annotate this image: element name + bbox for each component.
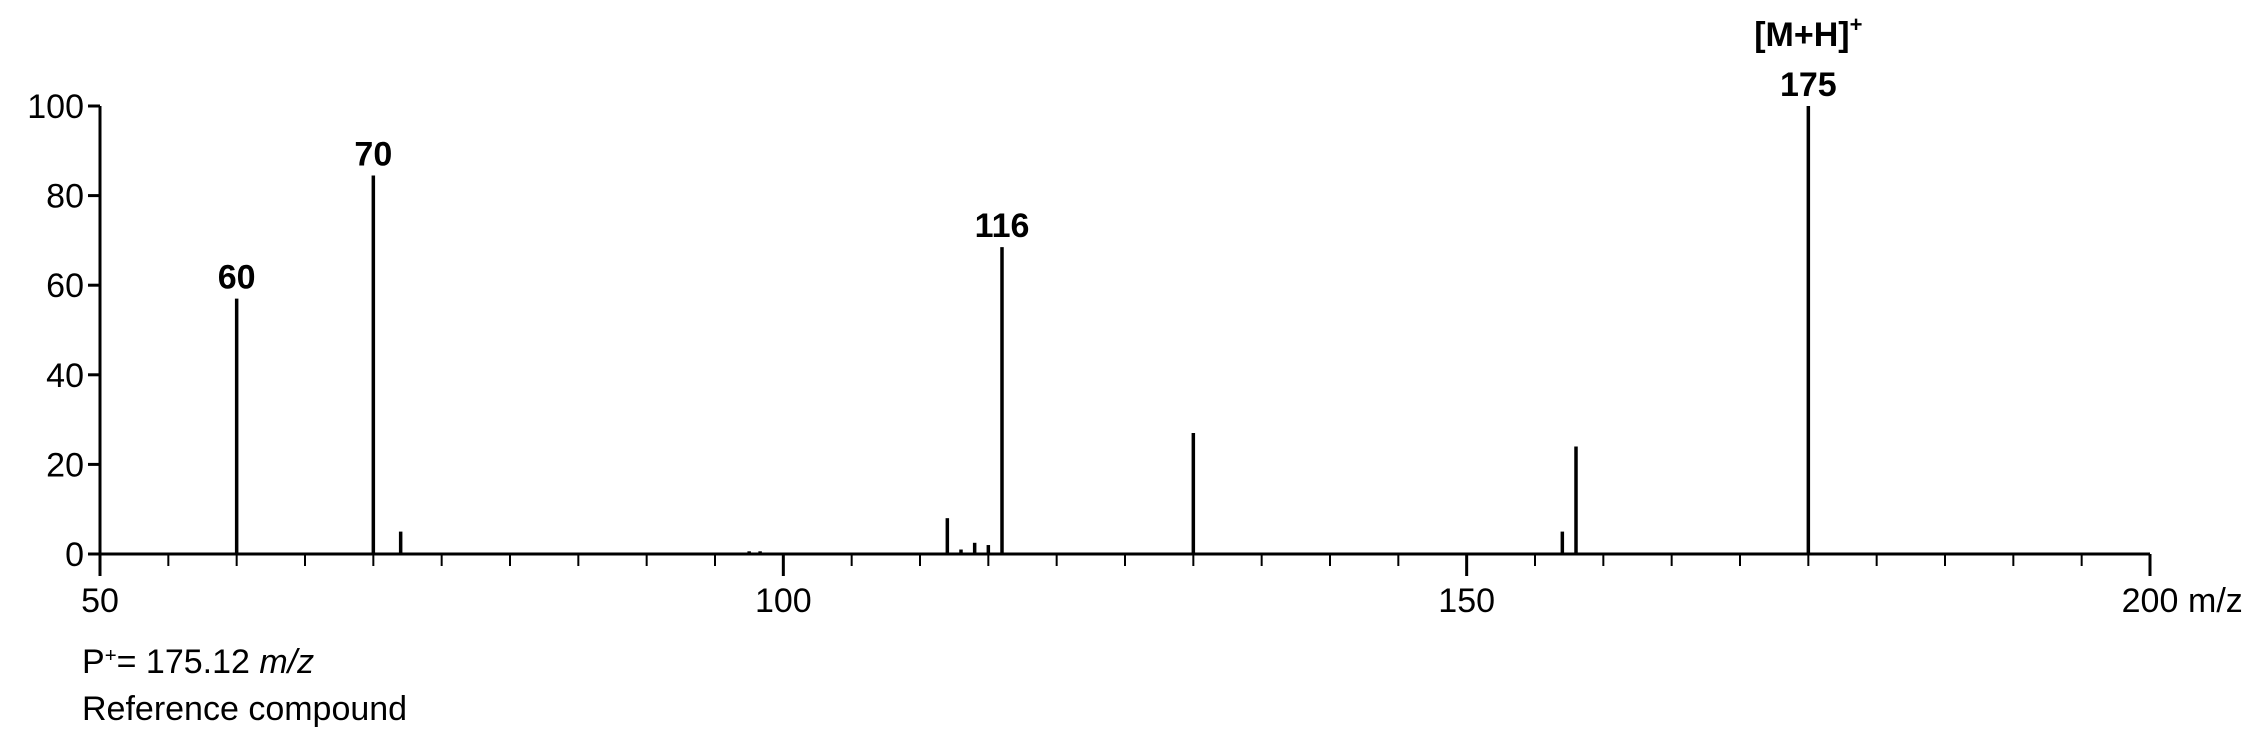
peaks	[234, 106, 1811, 554]
peak-label: 60	[218, 259, 256, 297]
x-tick-label: 150	[1438, 582, 1495, 620]
peak-labels: 60 70 116 175 [M+H]+	[218, 12, 1863, 297]
peak-label: 70	[354, 135, 392, 173]
peak-label: 175	[1780, 66, 1837, 104]
y-tick-label: 0	[65, 536, 84, 574]
x-axis-label: m/z	[2188, 582, 2243, 620]
y-tick-label: 100	[27, 88, 84, 126]
precursor-prefix: P	[82, 643, 105, 681]
ion-label: [M+H]+	[1754, 12, 1862, 54]
x-tick-label: 200	[2122, 582, 2179, 620]
compound-type-caption: Reference compound	[82, 690, 408, 728]
precursor-charge: +	[104, 644, 117, 667]
precursor-caption: P+= 175.12 m/z	[82, 645, 314, 679]
mass-spectrum-chart: 0 20 40 60 80 100 50 100 150 200 m/z 60 70 116 175 [M+…	[27, 12, 2243, 620]
y-tick-label: 60	[46, 267, 84, 305]
x-tick-label: 50	[81, 582, 119, 620]
y-tick-label: 20	[46, 446, 84, 484]
ion-label-charge: +	[1850, 12, 1863, 37]
y-tick-label: 40	[46, 357, 84, 395]
ion-label-text: [M+H]	[1754, 16, 1849, 54]
y-tick-label: 80	[46, 178, 84, 216]
precursor-unit: m/z	[259, 643, 315, 681]
precursor-value: = 175.12	[116, 643, 250, 681]
x-tick-label: 100	[755, 582, 812, 620]
peak-label: 116	[975, 207, 1030, 245]
